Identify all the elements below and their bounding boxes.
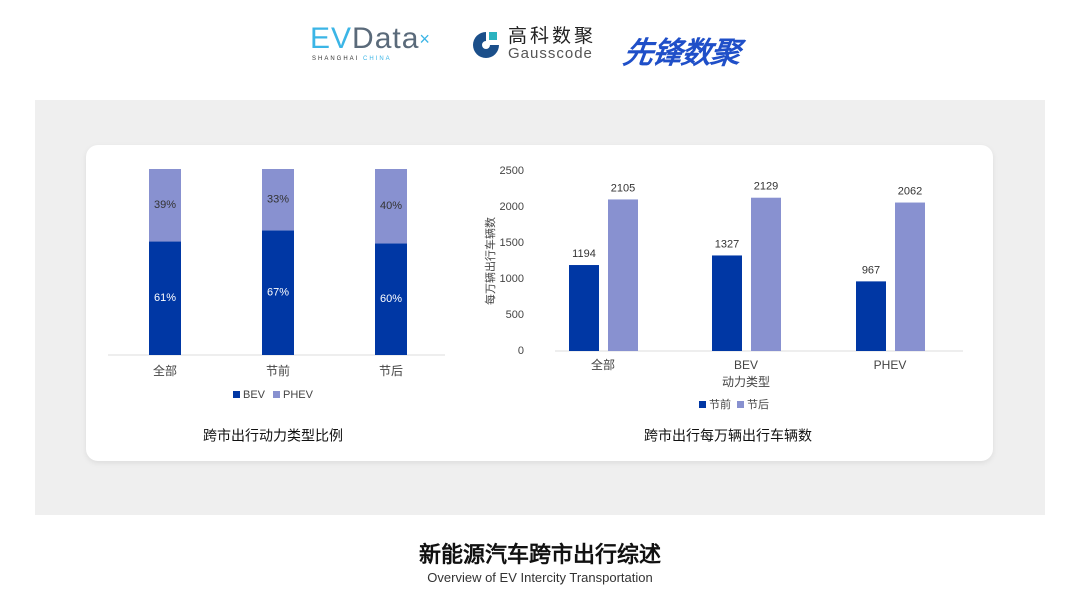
x-tick-label: 节前 xyxy=(266,363,290,378)
bar-phev xyxy=(375,169,407,244)
chart-title: 跨市出行动力类型比例 xyxy=(203,428,343,444)
legend-label-after: 节后 xyxy=(747,398,769,411)
bar-before xyxy=(712,255,742,351)
data-label: 2105 xyxy=(611,182,635,194)
data-label: 1327 xyxy=(715,238,739,250)
data-label-phev: 33% xyxy=(267,194,289,206)
x-tick-label: 全部 xyxy=(153,363,177,378)
chart-title: 跨市出行每万辆出行车辆数 xyxy=(644,428,812,444)
evdata-logo: EVData× SHANGHAI CHINA xyxy=(310,22,431,62)
x-tick-label: 节后 xyxy=(379,364,403,378)
chart-card xyxy=(86,145,993,461)
x-tick-label: BEV xyxy=(734,358,758,372)
bar-after xyxy=(751,197,781,351)
page-subtitle: Overview of EV Intercity Transportation xyxy=(427,570,653,585)
bar-bev xyxy=(375,243,407,355)
bar-before xyxy=(569,265,599,351)
logo-bar: EVData× SHANGHAI CHINA 高科数聚 Gausscode 先锋… xyxy=(0,22,1080,77)
data-label-bev: 67% xyxy=(267,287,289,299)
gausscode-mark-icon xyxy=(473,32,499,58)
data-label-bev: 60% xyxy=(380,293,402,305)
data-label-phev: 39% xyxy=(154,199,176,211)
bar-after xyxy=(608,199,638,351)
bar-before xyxy=(856,281,886,351)
legend-swatch-phev xyxy=(273,391,280,398)
bar-phev xyxy=(149,169,181,242)
bar-bev xyxy=(149,241,181,355)
legend-swatch-after xyxy=(737,401,744,408)
y-tick-label: 0 xyxy=(518,345,524,357)
data-label-phev: 40% xyxy=(380,200,402,212)
gausscode-en: Gausscode xyxy=(508,45,593,62)
legend-label-bev: BEV xyxy=(243,389,266,401)
page-title: 新能源汽车跨市出行综述 xyxy=(418,543,661,568)
x-axis-title: 动力类型 xyxy=(722,375,770,389)
bar-bev xyxy=(262,230,294,355)
y-tick-label: 1000 xyxy=(500,273,524,285)
y-axis-title: 每万辆出行车辆数 xyxy=(483,217,497,305)
legend-label-phev: PHEV xyxy=(283,389,314,401)
data-label: 1194 xyxy=(572,248,596,260)
y-tick-label: 1500 xyxy=(500,237,524,249)
y-tick-label: 2500 xyxy=(500,165,524,177)
data-label: 2129 xyxy=(754,181,778,193)
data-label: 2062 xyxy=(898,185,922,197)
legend-swatch-bev xyxy=(233,391,240,398)
gausscode-cn: 高科数聚 xyxy=(508,25,597,47)
x-tick-label: PHEV xyxy=(874,358,907,372)
x-tick-label: 全部 xyxy=(591,357,615,372)
bar-phev xyxy=(262,169,294,231)
legend-swatch-before xyxy=(699,401,706,408)
y-tick-label: 2000 xyxy=(500,201,524,213)
bar-after xyxy=(895,202,925,351)
y-tick-label: 500 xyxy=(506,309,524,321)
legend-label-before: 节前 xyxy=(709,397,731,411)
gausscode-logo: 高科数聚 Gausscode xyxy=(470,25,597,62)
data-label: 967 xyxy=(862,264,880,276)
data-label-bev: 61% xyxy=(154,292,176,304)
